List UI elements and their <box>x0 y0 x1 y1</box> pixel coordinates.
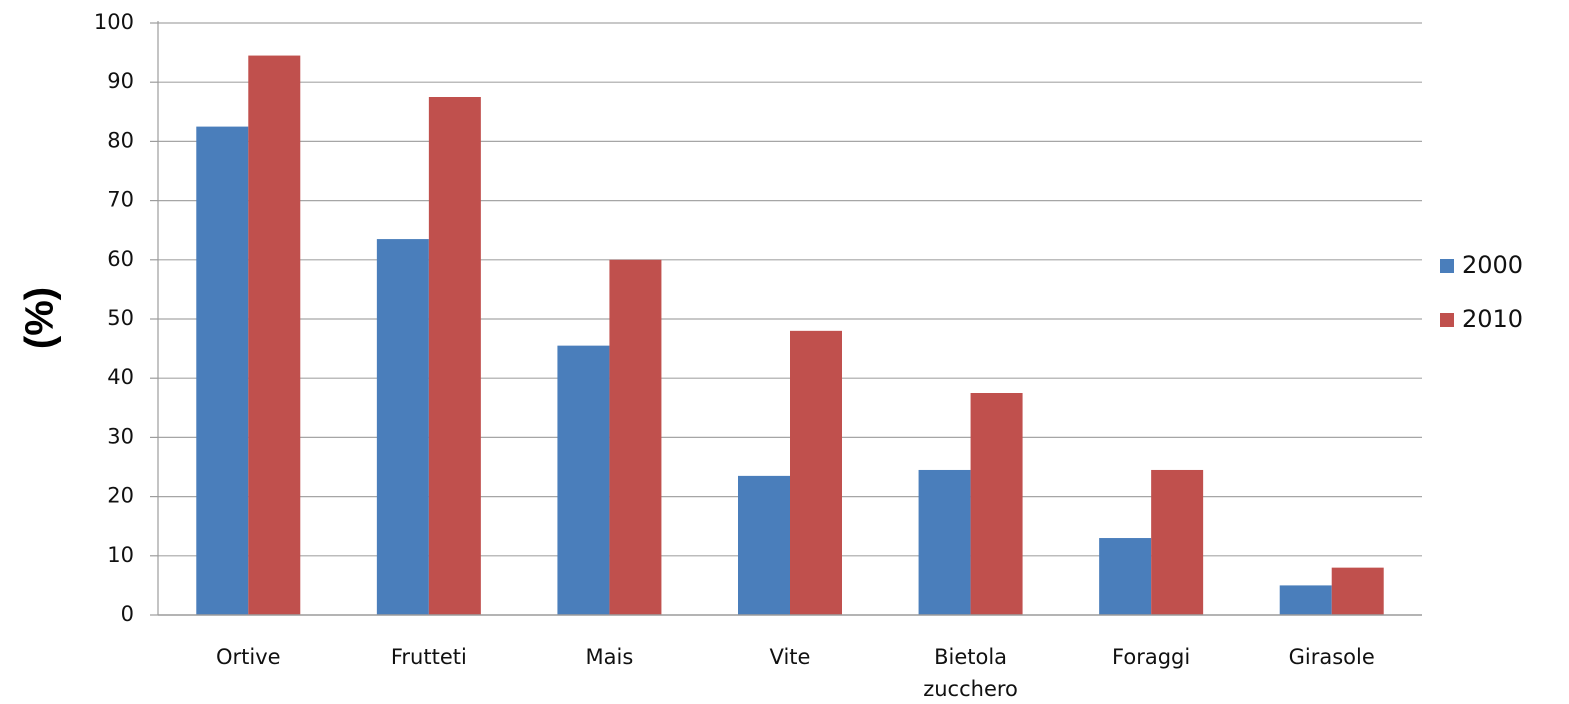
bar-2000-1 <box>376 239 429 615</box>
bar-2000-2 <box>557 345 610 615</box>
legend-swatch-2010 <box>1440 313 1454 327</box>
x-tick-label: Foraggi <box>1112 645 1190 669</box>
bar-2000-6 <box>1279 585 1332 615</box>
bar-2010-6 <box>1331 567 1384 615</box>
y-tick-label: 30 <box>107 424 134 448</box>
x-tick-label: Vite <box>770 645 811 669</box>
y-tick-label: 80 <box>107 128 134 152</box>
legend-label-2010: 2010 <box>1462 305 1523 333</box>
legend-label-2000: 2000 <box>1462 251 1523 279</box>
bar-2000-4 <box>918 469 971 615</box>
y-tick-label: 50 <box>107 306 134 330</box>
x-tick-label: Bietola <box>934 645 1007 669</box>
y-tick-labels: 0 10 20 30 40 50 60 70 80 90 100 <box>94 10 134 626</box>
y-tick-label: 60 <box>107 247 134 271</box>
y-tick-label: 40 <box>107 365 134 389</box>
y-tick-label: 100 <box>94 10 134 34</box>
x-tick-labels: Ortive Frutteti Mais Vite Bietola zucchero For… <box>216 645 1375 701</box>
x-tick-label: Girasole <box>1289 645 1375 669</box>
gridlines <box>150 21 1422 616</box>
x-tick-label: zucchero <box>923 677 1018 701</box>
y-axis-label: (%) <box>18 287 62 349</box>
bars <box>196 55 1384 616</box>
x-tick-label: Mais <box>586 645 634 669</box>
bar-2010-5 <box>1151 469 1204 615</box>
bar-2010-1 <box>428 97 481 615</box>
x-tick-label: Ortive <box>216 645 281 669</box>
y-tick-label: 90 <box>107 69 134 93</box>
y-tick-label: 10 <box>107 543 134 567</box>
bar-2010-2 <box>609 259 662 615</box>
bar-2010-0 <box>248 55 301 616</box>
y-tick-label: 70 <box>107 188 134 212</box>
bar-2010-3 <box>790 330 842 615</box>
bar-2010-4 <box>970 393 1023 615</box>
bar-2000-0 <box>196 126 249 615</box>
y-tick-label: 0 <box>121 602 134 626</box>
bar-2000-3 <box>738 475 790 615</box>
legend-swatch-2000 <box>1440 259 1454 273</box>
y-tick-label: 20 <box>107 484 134 508</box>
bar-2000-5 <box>1099 538 1152 615</box>
x-tick-label: Frutteti <box>391 645 467 669</box>
legend: 2000 2010 <box>1440 251 1523 333</box>
